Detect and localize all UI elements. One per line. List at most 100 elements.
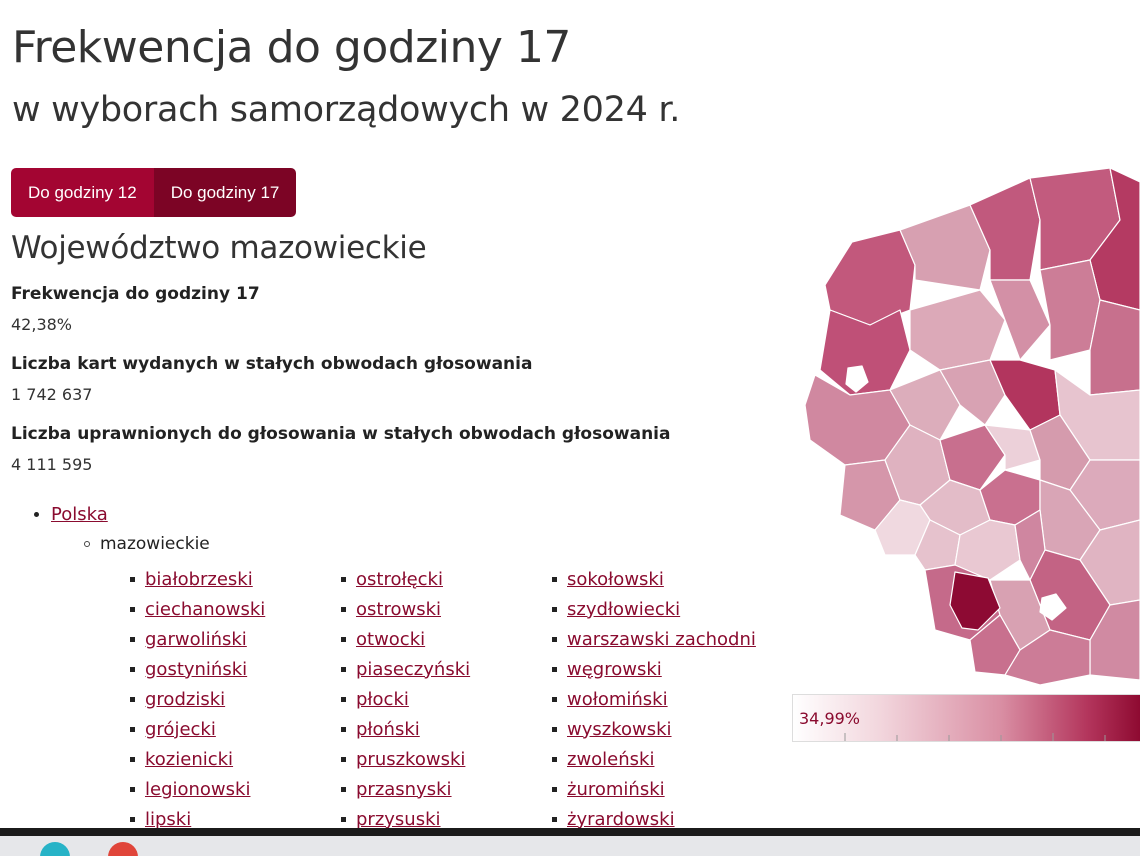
stat-value-eligible: 4 111 595 — [11, 455, 93, 474]
link-polska[interactable]: Polska — [51, 504, 108, 525]
list-item: ostrowski — [341, 594, 470, 624]
tab-do-godziny-12[interactable]: Do godziny 12 — [11, 168, 154, 217]
bullet-icon — [130, 636, 135, 642]
map-county-makowski[interactable] — [989, 279, 1051, 361]
map-county-radomski[interactable] — [1004, 629, 1091, 686]
bullet-icon — [341, 666, 346, 672]
list-item: otwocki — [341, 624, 470, 654]
taskbar-strip — [0, 836, 1140, 856]
county-link[interactable]: przysuski — [356, 808, 441, 830]
bullet-icon — [552, 786, 557, 792]
bullet-icon — [341, 786, 346, 792]
bullet-icon — [341, 606, 346, 612]
county-link[interactable]: otwocki — [356, 628, 426, 650]
bullet-icon — [552, 606, 557, 612]
county-link[interactable]: żyrardowski — [567, 808, 675, 830]
stat-value-turnout: 42,38% — [11, 315, 73, 334]
list-item: węgrowski — [552, 654, 756, 684]
app-icon[interactable] — [108, 842, 138, 856]
county-link[interactable]: pruszkowski — [356, 748, 466, 770]
list-item: wołomiński — [552, 684, 756, 714]
list-item: ciechanowski — [130, 594, 265, 624]
bullet-icon — [552, 636, 557, 642]
time-tabs: Do godziny 12 Do godziny 17 — [11, 168, 297, 217]
map-county-plock-city[interactable] — [845, 365, 869, 393]
county-list-col3: sokołowski szydłowiecki warszawski zacho… — [552, 564, 756, 834]
bullet-icon — [34, 512, 39, 517]
county-link[interactable]: szydłowiecki — [567, 598, 681, 620]
breadcrumb-current: mazowieckie — [84, 534, 210, 554]
county-link[interactable]: garwoliński — [145, 628, 247, 650]
list-item: zwoleński — [552, 744, 756, 774]
stat-label-eligible: Liczba uprawnionych do głosowania w stał… — [11, 424, 671, 444]
map-county-lomza-gap[interactable] — [1089, 299, 1140, 396]
bullet-icon — [130, 666, 135, 672]
map-county-zurominski[interactable] — [824, 229, 916, 326]
map-county-ciechanowski[interactable] — [909, 289, 1006, 371]
page-subtitle: w wyborach samorządowych w 2024 r. — [12, 90, 681, 130]
map-county-pultuski[interactable] — [939, 359, 1006, 426]
county-link[interactable]: białobrzeski — [145, 568, 253, 590]
list-item: pruszkowski — [341, 744, 470, 774]
map-county-plonski[interactable] — [889, 369, 961, 441]
list-item: płocki — [341, 684, 470, 714]
county-link[interactable]: grójecki — [145, 718, 216, 740]
county-link[interactable]: lipski — [145, 808, 192, 830]
list-item: kozienicki — [130, 744, 265, 774]
county-link[interactable]: wołomiński — [567, 688, 668, 710]
bullet-icon — [130, 576, 135, 582]
county-link[interactable]: legionowski — [145, 778, 251, 800]
county-link[interactable]: piaseczyński — [356, 658, 471, 680]
map-county-lukowski-edge[interactable] — [1089, 599, 1140, 681]
map-county-nowodworski[interactable] — [939, 424, 1006, 491]
bullet-icon — [130, 816, 135, 822]
bullet-icon — [552, 756, 557, 762]
county-link[interactable]: przasnyski — [356, 778, 452, 800]
bullet-icon — [552, 726, 557, 732]
county-link[interactable]: ostrowski — [356, 598, 441, 620]
bullet-icon — [130, 606, 135, 612]
county-link[interactable]: zwoleński — [567, 748, 655, 770]
stat-label-ballots: Liczba kart wydanych w stałych obwodach … — [11, 354, 533, 374]
taskbar — [0, 828, 1140, 856]
map-county-radom-city[interactable] — [1039, 593, 1067, 621]
list-item: grodziski — [130, 684, 265, 714]
county-link[interactable]: płoński — [356, 718, 420, 740]
list-item: szydłowiecki — [552, 594, 756, 624]
county-link[interactable]: gostyniński — [145, 658, 248, 680]
bullet-icon — [552, 576, 557, 582]
list-item: żyrardowski — [552, 804, 756, 834]
map-county-legionowski[interactable] — [984, 424, 1041, 471]
stat-label-turnout: Frekwencja do godziny 17 — [11, 284, 260, 304]
bullet-icon — [341, 816, 346, 822]
county-link[interactable]: żuromiński — [567, 778, 665, 800]
map-county-przysuski[interactable] — [949, 571, 1001, 631]
county-link[interactable]: wyszkowski — [567, 718, 672, 740]
county-list-col2: ostrołęcki ostrowski otwocki piaseczyńsk… — [341, 564, 470, 834]
county-link[interactable]: sokołowski — [567, 568, 664, 590]
tab-do-godziny-17[interactable]: Do godziny 17 — [153, 168, 297, 217]
bullet-icon — [130, 726, 135, 732]
list-item: garwoliński — [130, 624, 265, 654]
list-item: białobrzeski — [130, 564, 265, 594]
bullet-icon — [130, 756, 135, 762]
county-link[interactable]: kozienicki — [145, 748, 234, 770]
county-link[interactable]: ostrołęcki — [356, 568, 443, 590]
breadcrumb-root: Polska — [34, 504, 108, 525]
choropleth-map — [804, 167, 1140, 686]
bullet-icon — [552, 816, 557, 822]
list-item: przysuski — [341, 804, 470, 834]
page-title: Frekwencja do godziny 17 — [12, 22, 571, 73]
county-link[interactable]: grodziski — [145, 688, 226, 710]
bullet-icon — [341, 726, 346, 732]
current-region-label: mazowieckie — [100, 534, 210, 554]
county-link[interactable]: płocki — [356, 688, 409, 710]
county-link[interactable]: warszawski zachodni — [567, 628, 756, 650]
browser-app-icon[interactable] — [40, 842, 70, 856]
list-item: płoński — [341, 714, 470, 744]
county-link[interactable]: ciechanowski — [145, 598, 266, 620]
list-item: wyszkowski — [552, 714, 756, 744]
county-link[interactable]: węgrowski — [567, 658, 662, 680]
list-item: grójecki — [130, 714, 265, 744]
county-list-col1: białobrzeski ciechanowski garwoliński go… — [130, 564, 265, 834]
